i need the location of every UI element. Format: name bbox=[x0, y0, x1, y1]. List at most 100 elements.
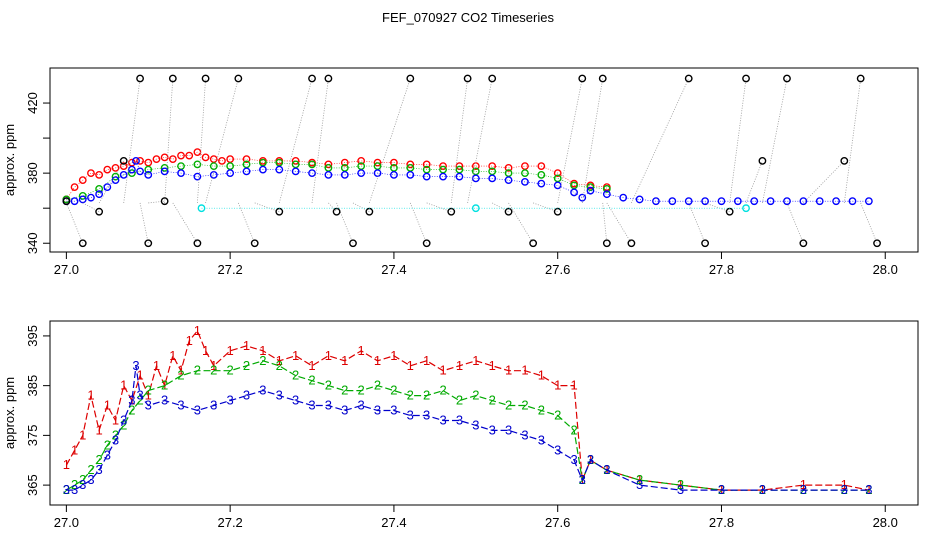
data-point-label-2: 2 bbox=[505, 398, 512, 413]
x-tick-label: 27.6 bbox=[545, 262, 570, 277]
data-point-blue bbox=[177, 169, 185, 178]
data-point-label-3: 3 bbox=[161, 393, 168, 408]
data-point-blue bbox=[390, 170, 398, 179]
data-point-label-2: 2 bbox=[136, 393, 143, 408]
data-point-red bbox=[242, 155, 251, 164]
data-point-black bbox=[95, 207, 104, 216]
series-line-3 bbox=[66, 365, 869, 491]
data-point-black bbox=[447, 207, 456, 216]
y-tick-label: 385 bbox=[25, 375, 40, 397]
data-point-black bbox=[578, 74, 587, 83]
data-point-label-2: 2 bbox=[120, 417, 127, 432]
data-point-label-2: 2 bbox=[521, 398, 528, 413]
data-point-green bbox=[537, 170, 546, 179]
data-point-black bbox=[598, 74, 607, 83]
data-point-blue bbox=[242, 167, 251, 176]
data-point-label-3: 3 bbox=[456, 412, 463, 427]
data-point-black bbox=[201, 74, 210, 83]
data-point-label-1: 1 bbox=[210, 358, 217, 373]
data-point-label-1: 1 bbox=[841, 477, 848, 492]
data-point-label-2: 2 bbox=[407, 388, 414, 403]
data-point-label-3: 3 bbox=[276, 388, 283, 403]
plot-frame-bottom bbox=[49, 320, 919, 506]
data-point-label-3: 3 bbox=[227, 393, 234, 408]
data-point-blue bbox=[799, 197, 808, 206]
data-point-black bbox=[701, 239, 709, 248]
data-point-blue bbox=[471, 174, 480, 183]
data-point-label-1: 1 bbox=[259, 343, 266, 358]
outlier-connector bbox=[843, 78, 862, 203]
data-point-black bbox=[250, 239, 259, 248]
data-point-label-2: 2 bbox=[292, 368, 299, 383]
data-point-label-3: 3 bbox=[358, 398, 365, 413]
data-point-label-3: 3 bbox=[587, 452, 594, 467]
data-point-black bbox=[160, 197, 169, 206]
data-point-label-2: 2 bbox=[259, 353, 266, 368]
y-tick-label: 420 bbox=[25, 92, 40, 114]
data-point-label-3: 3 bbox=[136, 388, 143, 403]
data-point-red bbox=[78, 176, 87, 185]
data-point-blue bbox=[439, 172, 447, 181]
data-point-blue bbox=[684, 197, 693, 206]
data-point-label-3: 3 bbox=[63, 482, 70, 497]
data-point-green bbox=[78, 192, 87, 200]
data-point-blue bbox=[750, 197, 759, 206]
outlier-connector bbox=[205, 78, 239, 204]
data-point-black bbox=[365, 207, 374, 216]
data-point-label-3: 3 bbox=[521, 427, 528, 442]
x-tick-label: 27.4 bbox=[381, 515, 406, 530]
data-point-label-2: 2 bbox=[570, 422, 577, 437]
data-point-label-2: 2 bbox=[96, 452, 103, 467]
data-point-red bbox=[406, 160, 415, 169]
data-point-black bbox=[168, 74, 177, 83]
data-point-label-1: 1 bbox=[96, 422, 103, 437]
data-point-label-3: 3 bbox=[132, 358, 139, 373]
data-point-red bbox=[488, 162, 497, 171]
data-point-green bbox=[209, 162, 218, 171]
data-point-blue bbox=[766, 197, 775, 206]
data-point-label-3: 3 bbox=[96, 462, 103, 477]
data-point-label-3: 3 bbox=[374, 403, 381, 418]
data-point-black bbox=[308, 74, 316, 83]
data-point-label-1: 1 bbox=[136, 368, 143, 383]
data-point-black bbox=[193, 239, 202, 248]
outlier-connector bbox=[581, 78, 604, 203]
data-point-black bbox=[62, 197, 71, 206]
x-tick-label: 27.2 bbox=[217, 262, 242, 277]
outlier-connector bbox=[762, 78, 788, 204]
data-point-blue bbox=[553, 181, 562, 190]
data-point-label-3: 3 bbox=[259, 383, 266, 398]
data-point-label-3: 3 bbox=[87, 472, 94, 487]
data-point-label-3: 3 bbox=[243, 388, 250, 403]
outlier-connector bbox=[688, 202, 706, 244]
data-point-label-2: 2 bbox=[243, 358, 250, 373]
data-point-red bbox=[152, 155, 161, 164]
data-point-blue bbox=[717, 197, 726, 206]
outlier-connector bbox=[745, 160, 763, 204]
data-point-label-1: 1 bbox=[865, 482, 872, 497]
data-point-blue bbox=[783, 197, 791, 206]
outlier-connector bbox=[254, 202, 280, 213]
data-point-blue bbox=[291, 167, 300, 176]
outlier-connector bbox=[98, 160, 125, 204]
data-point-blue bbox=[537, 179, 546, 188]
data-point-label-1: 1 bbox=[177, 363, 184, 378]
data-point-blue bbox=[70, 197, 79, 206]
data-point-blue bbox=[570, 188, 578, 197]
data-point-label-1: 1 bbox=[145, 388, 152, 403]
outlier-connector bbox=[123, 78, 141, 203]
x-tick-label: 27.0 bbox=[54, 515, 79, 530]
data-point-label-1: 1 bbox=[87, 388, 94, 403]
outlier-connector bbox=[729, 78, 747, 203]
data-point-black bbox=[78, 239, 87, 248]
data-point-red bbox=[291, 156, 300, 165]
data-point-label-3: 3 bbox=[341, 403, 348, 418]
data-point-label-3: 3 bbox=[423, 407, 430, 422]
data-point-label-2: 2 bbox=[177, 368, 184, 383]
data-point-green bbox=[193, 160, 202, 169]
plot-frame-top bbox=[49, 67, 919, 253]
y-tick-label: 365 bbox=[25, 474, 40, 496]
data-point-red bbox=[218, 156, 226, 165]
outlier-connector bbox=[508, 202, 534, 244]
x-tick-label: 27.2 bbox=[217, 515, 242, 530]
